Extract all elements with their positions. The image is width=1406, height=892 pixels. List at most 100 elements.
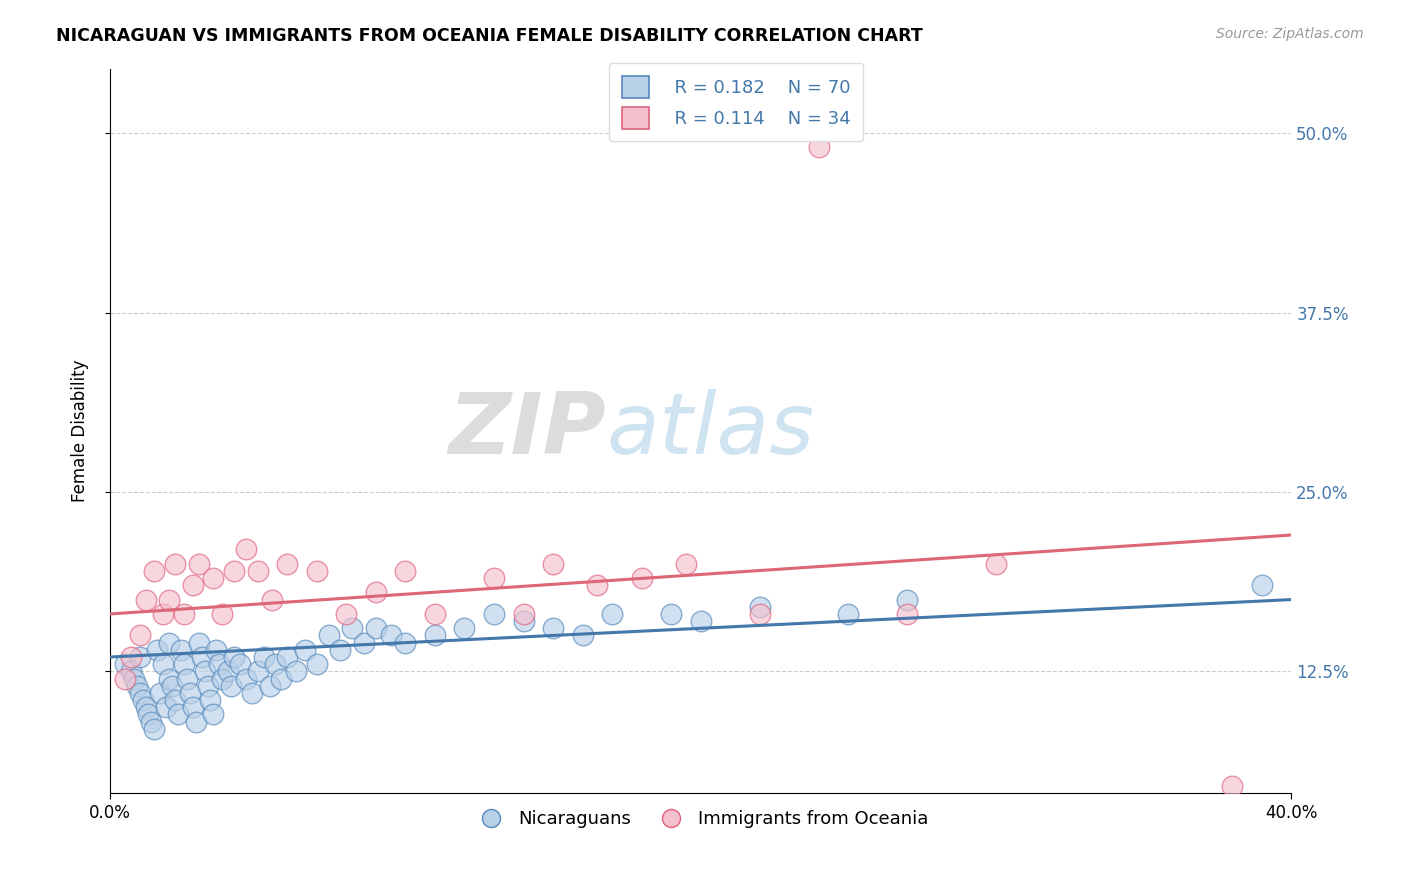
- Point: [318, 628, 340, 642]
- Point: [896, 592, 918, 607]
- Point: [285, 665, 308, 679]
- Text: NICARAGUAN VS IMMIGRANTS FROM OCEANIA FEMALE DISABILITY CORRELATION CHART: NICARAGUAN VS IMMIGRANTS FROM OCEANIA FE…: [56, 27, 922, 45]
- Point: [134, 700, 156, 714]
- Point: [512, 607, 534, 621]
- Point: [197, 679, 219, 693]
- Point: [202, 707, 225, 722]
- Point: [294, 642, 316, 657]
- Point: [138, 707, 160, 722]
- Point: [120, 650, 142, 665]
- Point: [184, 714, 207, 729]
- Point: [453, 621, 475, 635]
- Point: [482, 571, 505, 585]
- Point: [264, 657, 287, 672]
- Point: [482, 607, 505, 621]
- Point: [423, 628, 446, 642]
- Point: [512, 614, 534, 628]
- Point: [179, 686, 201, 700]
- Point: [600, 607, 623, 621]
- Point: [122, 672, 145, 686]
- Point: [202, 571, 225, 585]
- Point: [235, 542, 257, 557]
- Point: [155, 700, 177, 714]
- Point: [114, 657, 136, 672]
- Point: [181, 700, 204, 714]
- Point: [229, 657, 252, 672]
- Point: [305, 657, 328, 672]
- Point: [748, 599, 770, 614]
- Point: [157, 672, 180, 686]
- Point: [157, 635, 180, 649]
- Point: [364, 585, 387, 599]
- Point: [146, 642, 169, 657]
- Point: [329, 642, 352, 657]
- Point: [984, 557, 1007, 571]
- Point: [807, 140, 830, 154]
- Point: [305, 564, 328, 578]
- Point: [128, 650, 150, 665]
- Point: [187, 557, 209, 571]
- Point: [246, 665, 269, 679]
- Point: [541, 557, 564, 571]
- Point: [246, 564, 269, 578]
- Point: [630, 571, 652, 585]
- Point: [143, 722, 166, 736]
- Point: [160, 679, 183, 693]
- Point: [541, 621, 564, 635]
- Point: [141, 714, 163, 729]
- Point: [423, 607, 446, 621]
- Point: [157, 592, 180, 607]
- Point: [659, 607, 682, 621]
- Point: [120, 665, 142, 679]
- Text: Source: ZipAtlas.com: Source: ZipAtlas.com: [1216, 27, 1364, 41]
- Point: [211, 672, 233, 686]
- Point: [896, 607, 918, 621]
- Point: [689, 614, 711, 628]
- Point: [152, 657, 174, 672]
- Point: [134, 592, 156, 607]
- Point: [217, 665, 239, 679]
- Point: [394, 635, 416, 649]
- Point: [748, 607, 770, 621]
- Point: [167, 707, 190, 722]
- Text: ZIP: ZIP: [449, 390, 606, 473]
- Point: [235, 672, 257, 686]
- Point: [163, 693, 186, 707]
- Point: [173, 607, 195, 621]
- Point: [211, 607, 233, 621]
- Point: [128, 686, 150, 700]
- Point: [342, 621, 364, 635]
- Point: [675, 557, 697, 571]
- Point: [219, 679, 242, 693]
- Point: [131, 693, 153, 707]
- Point: [149, 686, 172, 700]
- Point: [270, 672, 292, 686]
- Point: [152, 607, 174, 621]
- Point: [262, 592, 284, 607]
- Point: [143, 564, 166, 578]
- Point: [259, 679, 281, 693]
- Point: [837, 607, 859, 621]
- Point: [176, 672, 198, 686]
- Point: [173, 657, 195, 672]
- Point: [276, 650, 298, 665]
- Point: [394, 564, 416, 578]
- Y-axis label: Female Disability: Female Disability: [72, 359, 89, 502]
- Point: [205, 642, 228, 657]
- Point: [194, 665, 217, 679]
- Point: [586, 578, 609, 592]
- Point: [353, 635, 375, 649]
- Point: [571, 628, 593, 642]
- Point: [170, 642, 193, 657]
- Point: [187, 635, 209, 649]
- Point: [163, 557, 186, 571]
- Point: [276, 557, 298, 571]
- Point: [364, 621, 387, 635]
- Point: [224, 564, 246, 578]
- Point: [240, 686, 263, 700]
- Point: [200, 693, 222, 707]
- Point: [1250, 578, 1272, 592]
- Point: [335, 607, 357, 621]
- Point: [190, 650, 212, 665]
- Point: [380, 628, 402, 642]
